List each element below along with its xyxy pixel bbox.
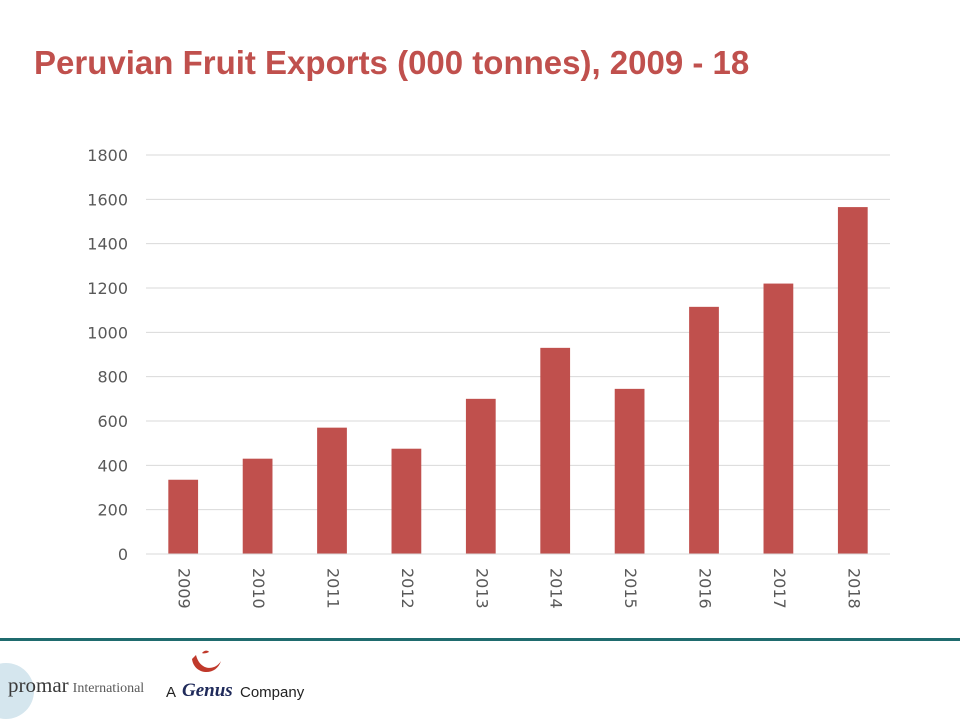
bar-2017 [763, 283, 794, 554]
y-tick-label: 1400 [87, 235, 128, 254]
bar-2009 [168, 479, 199, 554]
promar-suffix: International [72, 681, 145, 696]
y-tick-label: 1600 [87, 190, 128, 209]
bar-2012 [391, 448, 422, 554]
y-axis-ticks: 0 200 400 600 800 1000 1200 1400 1600 1800 [87, 146, 128, 564]
y-tick-label: 1200 [87, 279, 128, 298]
y-tick-label: 1000 [87, 323, 128, 342]
bars [168, 207, 868, 554]
x-tick-label: 2016 [696, 568, 715, 609]
y-tick-label: 0 [118, 545, 128, 564]
x-tick-label: 2018 [844, 568, 863, 609]
x-tick-label: 2017 [770, 568, 789, 609]
x-tick-label: 2011 [324, 568, 343, 609]
x-axis-ticks: 2009 2010 2011 2012 2013 2014 2015 2016 2017 2018 [175, 568, 864, 609]
genus-suffix: Company [240, 684, 305, 701]
bar-2013 [465, 398, 496, 554]
genus-logo: A Genus Company [166, 649, 366, 709]
genus-prefix: A [166, 684, 177, 701]
footer-divider [0, 638, 960, 641]
bar-2011 [317, 427, 347, 554]
footer: promar International A Genus Company [0, 641, 960, 720]
bar-2010 [242, 458, 273, 554]
y-tick-label: 1800 [87, 146, 128, 165]
bar-2015 [614, 388, 645, 554]
genus-swoosh-icon [192, 650, 221, 673]
x-tick-label: 2012 [398, 568, 417, 609]
y-tick-label: 600 [97, 412, 128, 431]
x-tick-label: 2009 [175, 568, 194, 609]
x-tick-label: 2013 [472, 568, 491, 609]
y-tick-label: 200 [97, 501, 128, 520]
genus-name: Genus [182, 680, 233, 701]
bar-2014 [540, 347, 571, 554]
promar-brand: promar [8, 673, 69, 697]
chart-title: Peruvian Fruit Exports (000 tonnes), 200… [34, 44, 750, 81]
promar-logo: promar International [8, 673, 144, 698]
y-tick-label: 800 [97, 368, 128, 387]
x-tick-label: 2010 [249, 568, 268, 609]
x-tick-label: 2014 [547, 568, 566, 609]
bar-2016 [689, 306, 719, 554]
y-tick-label: 400 [97, 456, 128, 475]
x-tick-label: 2015 [621, 568, 640, 609]
bar-2018 [837, 207, 868, 554]
